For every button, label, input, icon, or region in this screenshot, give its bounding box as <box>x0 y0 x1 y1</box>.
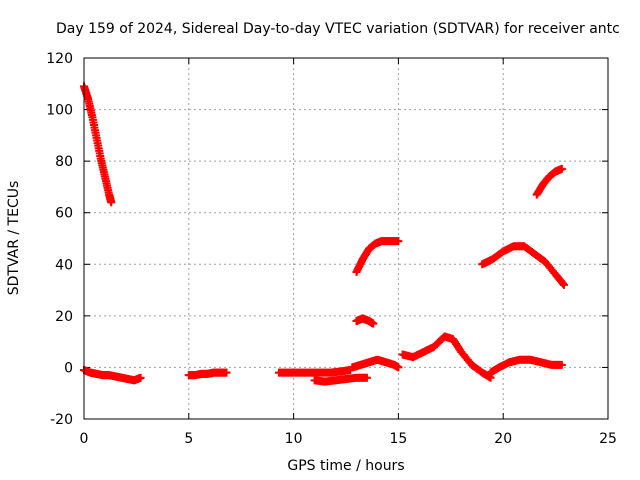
series-seg9 <box>398 332 495 382</box>
plot-frame <box>83 57 609 420</box>
y-tick-label: 40 <box>55 257 73 273</box>
data-point <box>559 280 568 289</box>
y-tick-label: -20 <box>50 412 73 428</box>
data-point <box>557 360 566 369</box>
data-point <box>369 319 378 328</box>
series-seg5 <box>310 373 371 386</box>
data-point <box>558 279 567 288</box>
series-seg10 <box>486 355 566 377</box>
series-seg2 <box>80 366 145 385</box>
data-point <box>107 198 116 207</box>
x-tick-label: 10 <box>285 431 303 447</box>
y-tick-label: 60 <box>55 206 73 222</box>
data-point <box>136 373 145 382</box>
x-tick-labels: 0 5 10 15 20 25 <box>80 431 617 447</box>
data-points <box>80 82 568 386</box>
series-seg12 <box>532 164 566 199</box>
y-tick-label: 20 <box>55 309 73 325</box>
x-tick-label: 20 <box>494 431 512 447</box>
data-point <box>362 373 371 382</box>
series-seg1 <box>80 82 116 207</box>
grid-lines <box>83 57 609 420</box>
y-tick-label: 0 <box>64 360 73 376</box>
x-tick-label: 5 <box>184 431 193 447</box>
y-tick-label: 100 <box>46 103 73 119</box>
series-seg4 <box>274 366 355 377</box>
y-tick-labels: -20 0 20 40 60 80 100 120 <box>46 51 73 428</box>
x-axis-title: GPS time / hours <box>287 458 404 474</box>
series-seg6 <box>348 355 403 372</box>
data-point <box>394 363 403 372</box>
series-seg8 <box>352 314 378 328</box>
data-point <box>394 237 403 246</box>
x-tick-label: 0 <box>80 431 89 447</box>
chart-title: Day 159 of 2024, Sidereal Day-to-day VTE… <box>56 21 620 37</box>
series-seg3 <box>184 368 231 380</box>
x-tick-label: 15 <box>389 431 407 447</box>
series-seg7 <box>352 237 403 277</box>
data-point <box>557 164 566 173</box>
y-tick-label: 120 <box>46 51 73 67</box>
y-axis-title: SDTVAR / TECUs <box>6 181 22 296</box>
x-tick-label: 25 <box>599 431 617 447</box>
y-tick-label: 80 <box>55 154 73 170</box>
data-point <box>222 368 231 377</box>
series-seg11 <box>478 242 568 289</box>
